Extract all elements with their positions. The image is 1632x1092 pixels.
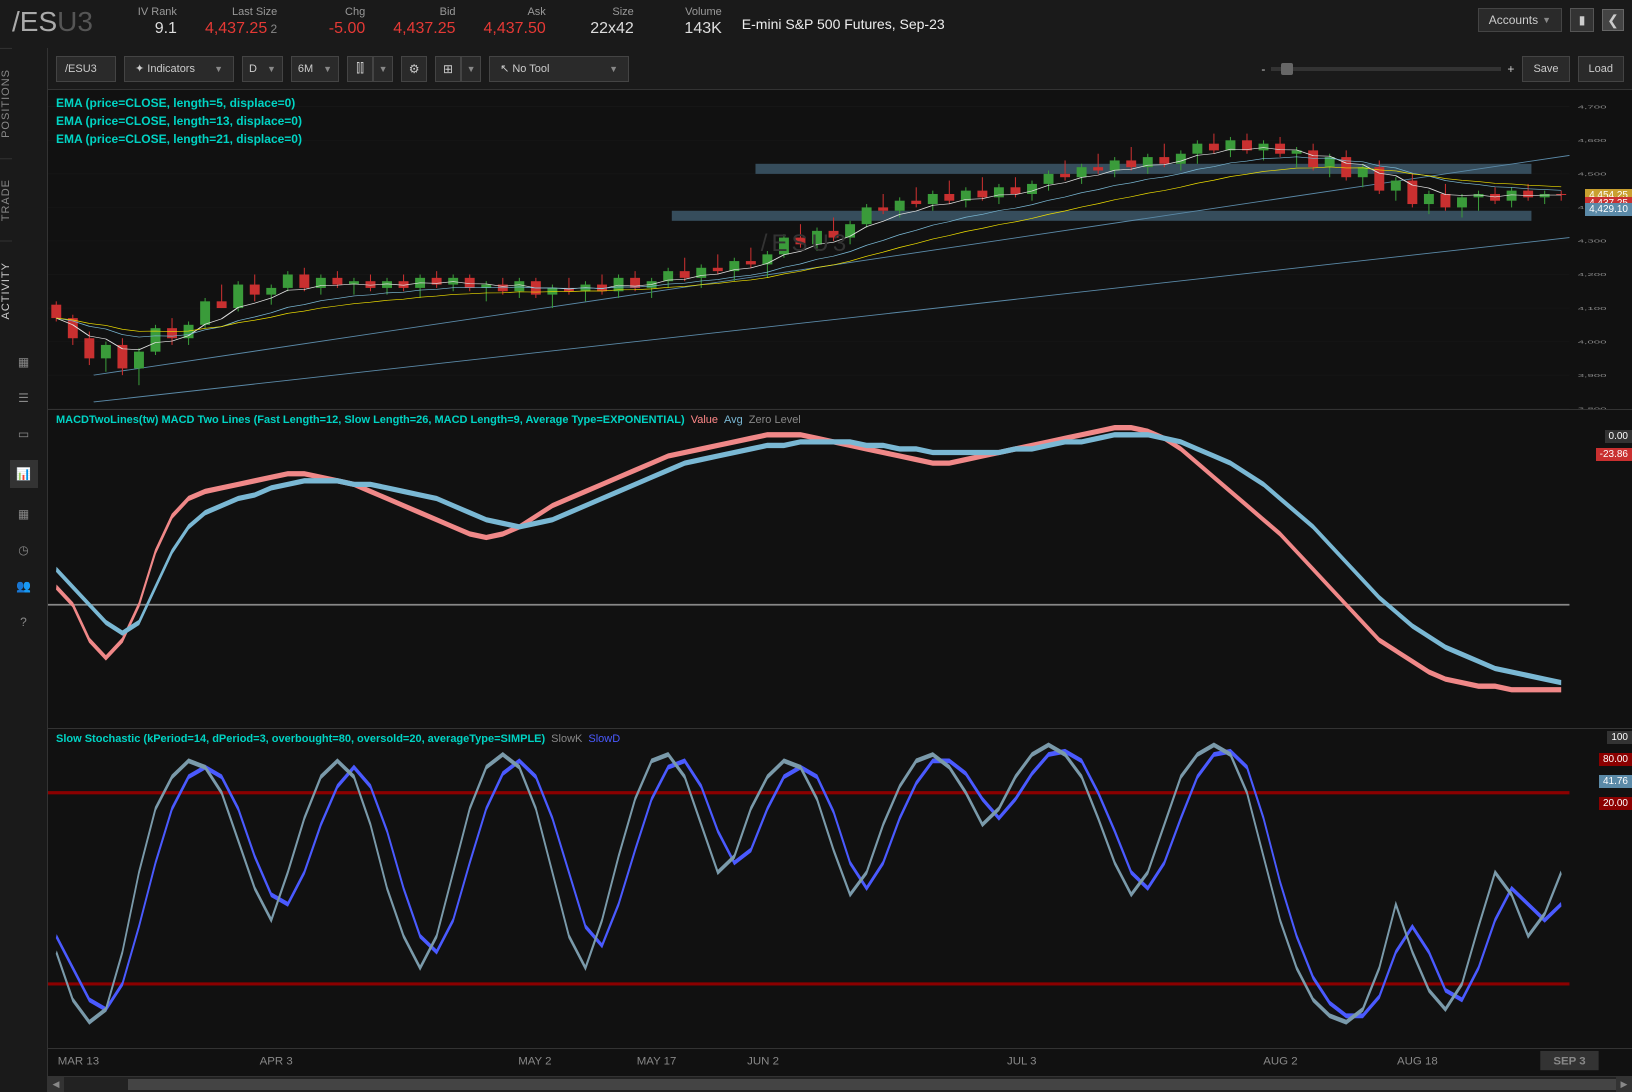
macd-panel[interactable]: MACDTwoLines(tw) MACD Two Lines (Fast Le… — [48, 409, 1632, 729]
quote-iv-rank: IV Rank9.1 — [117, 6, 177, 38]
quote-ask: Ask4,437.50 — [484, 6, 546, 38]
price-tag: 4,429.10 — [1585, 203, 1632, 216]
chart-watermark: /ESU3 — [761, 230, 850, 258]
sidebar-icon-list[interactable]: ☰ — [14, 388, 34, 408]
sidebar-icon-grid[interactable]: ▦ — [14, 504, 34, 524]
svg-text:AUG 2: AUG 2 — [1263, 1056, 1297, 1068]
sidebar-icon-people[interactable]: 👥 — [14, 576, 34, 596]
zoom-control[interactable]: - + — [1261, 62, 1514, 76]
svg-text:JUN 2: JUN 2 — [747, 1056, 779, 1068]
sidebar-icon-help[interactable]: ? — [14, 612, 34, 632]
svg-text:4,500: 4,500 — [1578, 171, 1607, 176]
indicator-legend: EMA (price=CLOSE, length=5, displace=0)E… — [56, 96, 302, 150]
range-select[interactable]: 6M▼ — [291, 56, 339, 82]
chart-style-button[interactable]: ⫿⫿ — [347, 56, 373, 82]
chart-toolbar: ✦ Indicators▼ D▼ 6M▼ ⫿⫿ ▼ ⚙ ⊞ ▼ ↖ No Too… — [48, 48, 1632, 90]
sidebar-tab-trade[interactable]: TRADE — [0, 158, 12, 241]
horizontal-scrollbar[interactable]: ◀ ▶ — [48, 1076, 1632, 1092]
svg-text:SEP 3: SEP 3 — [1553, 1056, 1585, 1068]
collapse-right-button[interactable]: ❮ — [1602, 9, 1624, 31]
svg-text:4,200: 4,200 — [1578, 272, 1607, 277]
macd-legend: MACDTwoLines(tw) MACD Two Lines (Fast Le… — [56, 414, 801, 426]
zoom-slider[interactable] — [1271, 67, 1501, 71]
sidebar-icon-news[interactable]: ▦ — [14, 352, 34, 372]
svg-text:4,300: 4,300 — [1578, 238, 1607, 243]
zoom-in[interactable]: + — [1507, 62, 1514, 76]
quote-chg: Chg-5.00 — [305, 6, 365, 38]
symbol: /ESU3 — [12, 6, 93, 38]
svg-text:APR 3: APR 3 — [260, 1056, 293, 1068]
svg-text:MAY 2: MAY 2 — [518, 1056, 551, 1068]
symbol-input[interactable] — [56, 56, 116, 82]
svg-text:JUL 3: JUL 3 — [1007, 1056, 1037, 1068]
drawing-tool-select[interactable]: ↖ No Tool▼ — [489, 56, 629, 82]
svg-text:4,600: 4,600 — [1578, 138, 1607, 143]
svg-text:4,000: 4,000 — [1578, 339, 1607, 344]
stochastic-panel[interactable]: Slow Stochastic (kPeriod=14, dPeriod=3, … — [48, 728, 1632, 1048]
svg-text:3,900: 3,900 — [1578, 373, 1607, 378]
sidebar-icon-chart[interactable]: 📊 — [10, 460, 38, 488]
svg-text:4,100: 4,100 — [1578, 305, 1607, 310]
sidebar-icon-clock[interactable]: ◷ — [14, 540, 34, 560]
quote-bid: Bid4,437.25 — [393, 6, 455, 38]
layout-dropdown[interactable]: ▼ — [461, 56, 481, 82]
stoch-tag: 100 — [1607, 731, 1632, 744]
layout-button[interactable]: ⊞ — [435, 56, 461, 82]
quote-last-size: Last Size4,437.25 2 — [205, 6, 277, 38]
indicators-button[interactable]: ✦ Indicators▼ — [124, 56, 234, 82]
macd-tag: -23.86 — [1596, 448, 1632, 461]
panel-toggle-button[interactable]: ▮ — [1570, 8, 1594, 32]
chart-style-dropdown[interactable]: ▼ — [373, 56, 393, 82]
quote-size: Size22x42 — [574, 6, 634, 38]
accounts-dropdown[interactable]: Accounts▼ — [1478, 8, 1562, 32]
settings-button[interactable]: ⚙ — [401, 56, 427, 82]
left-sidebar: POSITIONSTRADEACTIVITY ▦ ☰ ▭ 📊 ▦ ◷ 👥 ? — [0, 48, 48, 1092]
quote-header: /ESU3 IV Rank9.1 Last Size4,437.25 2 Chg-5… — [0, 0, 1632, 48]
svg-text:MAR 13: MAR 13 — [58, 1056, 99, 1068]
instrument-description: E-mini S&P 500 Futures, Sep-23 — [742, 16, 945, 32]
sidebar-icon-tv[interactable]: ▭ — [14, 424, 34, 444]
sidebar-tab-activity[interactable]: ACTIVITY — [0, 241, 12, 340]
main-price-chart[interactable]: EMA (price=CLOSE, length=5, displace=0)E… — [48, 90, 1632, 409]
svg-text:MAY 17: MAY 17 — [637, 1056, 677, 1068]
svg-text:AUG 18: AUG 18 — [1397, 1056, 1438, 1068]
timeframe-select[interactable]: D▼ — [242, 56, 283, 82]
svg-text:4,700: 4,700 — [1578, 104, 1607, 109]
load-button[interactable]: Load — [1578, 56, 1624, 82]
quote-volume: Volume143K — [662, 6, 722, 38]
stoch-tag: 41.76 — [1599, 775, 1632, 788]
stoch-tag: 20.00 — [1599, 797, 1632, 810]
save-button[interactable]: Save — [1522, 56, 1569, 82]
zoom-out[interactable]: - — [1261, 62, 1265, 76]
stoch-legend: Slow Stochastic (kPeriod=14, dPeriod=3, … — [56, 733, 620, 745]
macd-tag: 0.00 — [1605, 430, 1632, 443]
stoch-tag: 80.00 — [1599, 753, 1632, 766]
sidebar-tab-positions[interactable]: POSITIONS — [0, 48, 12, 158]
time-axis: MAR 13 APR 3 MAY 2 MAY 17 JUN 2 JUL 3 AUG 2 AUG… — [48, 1048, 1632, 1076]
